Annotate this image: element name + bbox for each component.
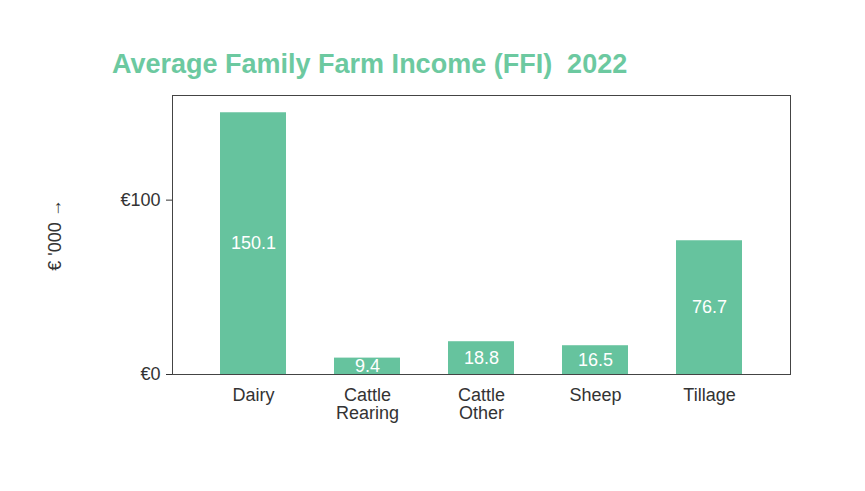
svg-text:Tillage: Tillage: [683, 385, 735, 405]
svg-text:150.1: 150.1: [231, 233, 276, 253]
svg-text:CattleOther: CattleOther: [458, 385, 505, 423]
svg-text:Dairy: Dairy: [232, 385, 274, 405]
svg-text:76.7: 76.7: [692, 297, 727, 317]
svg-text:€ '000 →: € '000 →: [45, 199, 65, 270]
svg-text:16.5: 16.5: [578, 350, 613, 370]
svg-text:€100: €100: [120, 190, 160, 210]
svg-text:18.8: 18.8: [464, 348, 499, 368]
html-text:Average Family Farm Income (FF: Average Family Farm Income (FFI) 2022: [112, 49, 628, 79]
svg-text:Sheep: Sheep: [569, 385, 621, 405]
svg-text:€0: €0: [140, 364, 160, 384]
svg-text:9.4: 9.4: [355, 356, 380, 376]
svg-text:CattleRearing: CattleRearing: [336, 385, 399, 423]
